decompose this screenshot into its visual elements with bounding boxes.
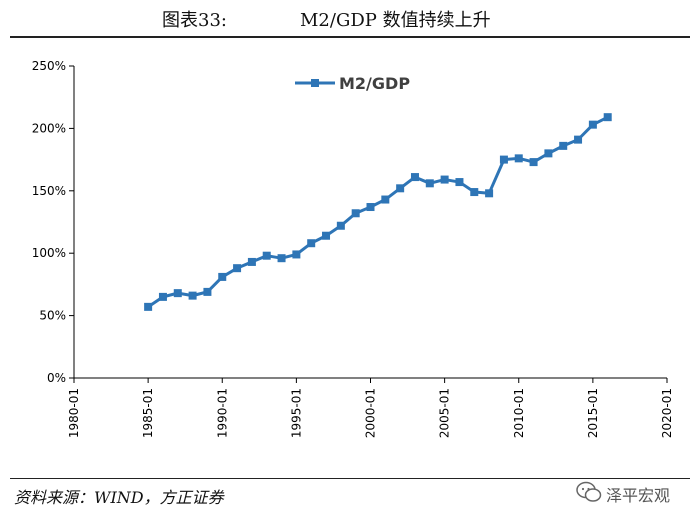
data-point [588,120,597,129]
data-point [277,254,286,263]
data-point [544,149,553,158]
x-tick-label: 2020-01 [660,388,674,438]
legend-marker [311,79,319,87]
data-point [218,272,227,281]
data-point [440,175,449,184]
data-point [233,264,242,273]
data-point [203,287,212,296]
data-point [262,251,271,260]
y-tick-label: 150% [32,184,66,198]
data-point [188,291,197,300]
x-tick-label: 1995-01 [289,388,303,438]
data-point [307,239,316,248]
title-row: 图表33: M2/GDP 数值持续上升 [0,0,700,31]
data-point [173,289,182,298]
title-divider [10,36,690,38]
x-tick-label: 2000-01 [364,388,378,438]
data-point [470,188,479,197]
legend-label: M2/GDP [339,74,410,93]
data-point [336,221,345,230]
data-point [410,173,419,182]
data-point [529,158,538,167]
data-point [514,154,523,163]
x-tick-label: 1985-01 [141,388,155,438]
chart-container: 0% 50% 100% 150% 200% 250% 1980-01 1985-01 1990-… [12,48,688,472]
data-point [396,184,405,193]
y-tick-label: 100% [32,246,66,260]
line-chart: 0% 50% 100% 150% 200% 250% 1980-01 1985-01 1990-… [32,59,674,438]
data-point [247,257,256,266]
figure-title: M2/GDP 数值持续上升 [300,10,491,31]
watermark-text: 泽平宏观 [606,486,671,505]
figure-label: 图表33: [162,10,227,31]
data-point [322,231,331,240]
wechat-icon [576,481,602,502]
y-tick-label: 50% [39,309,66,323]
x-tick-label: 2005-01 [438,388,452,438]
series-line [147,115,609,309]
data-point [455,178,464,187]
data-point [381,195,390,204]
data-point [366,203,375,212]
data-point [292,250,301,259]
x-tick-label: 1980-01 [67,388,81,438]
x-tick-label: 1990-01 [215,388,229,438]
data-point [499,155,508,164]
data-point [559,141,568,150]
data-point [574,135,583,144]
data-point [351,209,360,218]
y-tick-label: 0% [47,371,66,385]
data-point [485,189,494,198]
watermark: 泽平宏观 [576,478,696,508]
source-note: 资料来源：WIND，方正证券 [14,488,224,507]
data-point [425,179,434,188]
data-point [158,292,167,301]
y-tick-label: 200% [32,121,66,135]
footer-divider [10,478,690,479]
data-point [144,302,153,311]
x-tick-label: 2015-01 [586,388,600,438]
y-tick-label: 250% [32,59,66,73]
data-point [603,113,612,122]
x-tick-label: 2010-01 [512,388,526,438]
